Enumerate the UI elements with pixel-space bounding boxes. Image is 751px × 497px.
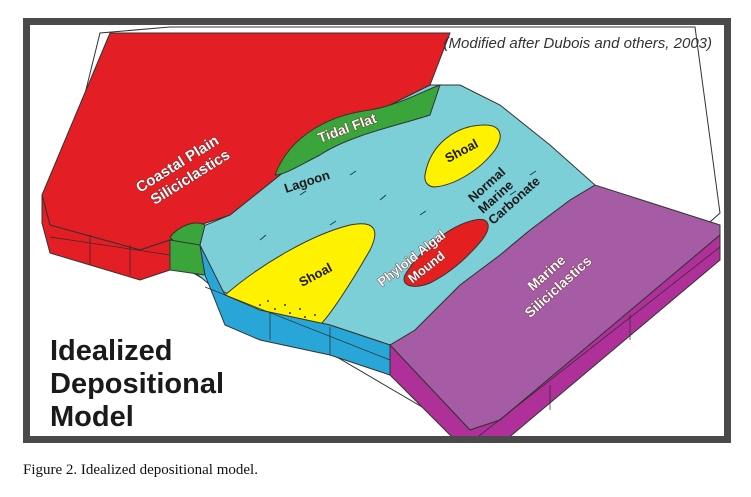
shoal-stipple: [259, 300, 316, 318]
figure-title-line1: Idealized: [50, 335, 173, 367]
figure-title-line2: Depositional: [50, 368, 225, 400]
tidal-flat-zone: [274, 84, 441, 176]
block-front-purple: [389, 233, 721, 436]
figure-caption: Figure 2. Idealized depositional model.: [23, 462, 258, 478]
phyloid-mound-zone: [403, 218, 489, 287]
shoal-upper-zone: [424, 124, 501, 188]
figure-title: Idealized Depositional Model: [50, 335, 224, 434]
depositional-block-diagram: Coastal Plain Siliciclastics Tidal Flat …: [41, 26, 721, 436]
figure-frame: Coastal Plain Siliciclastics Tidal Flat …: [23, 18, 731, 443]
block-front-brick-hatch: [49, 235, 721, 436]
figure-title-line3: Model: [50, 401, 134, 433]
figure-credit: (Modified after Dubois and others, 2003): [443, 35, 712, 52]
lagoon-ticks: [259, 170, 537, 241]
